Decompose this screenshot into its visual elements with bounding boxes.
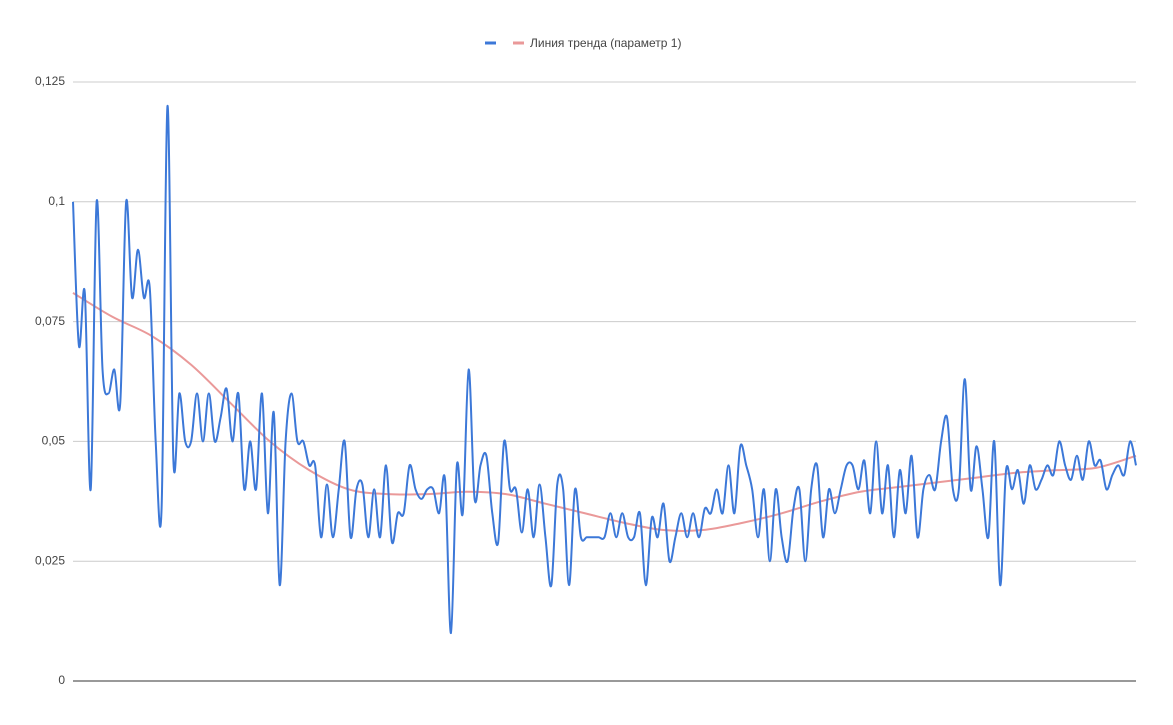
y-tick-label: 0 (58, 673, 65, 687)
y-tick-label: 0,125 (35, 74, 65, 88)
y-tick-label: 0,025 (35, 553, 65, 567)
y-tick-label: 0,05 (42, 434, 66, 448)
y-tick-label: 0,1 (48, 194, 65, 208)
legend-label: Линия тренда (параметр 1) (530, 36, 681, 50)
y-tick-label: 0,075 (35, 314, 65, 328)
line-series (72, 104, 1137, 635)
line-series (72, 291, 1137, 532)
